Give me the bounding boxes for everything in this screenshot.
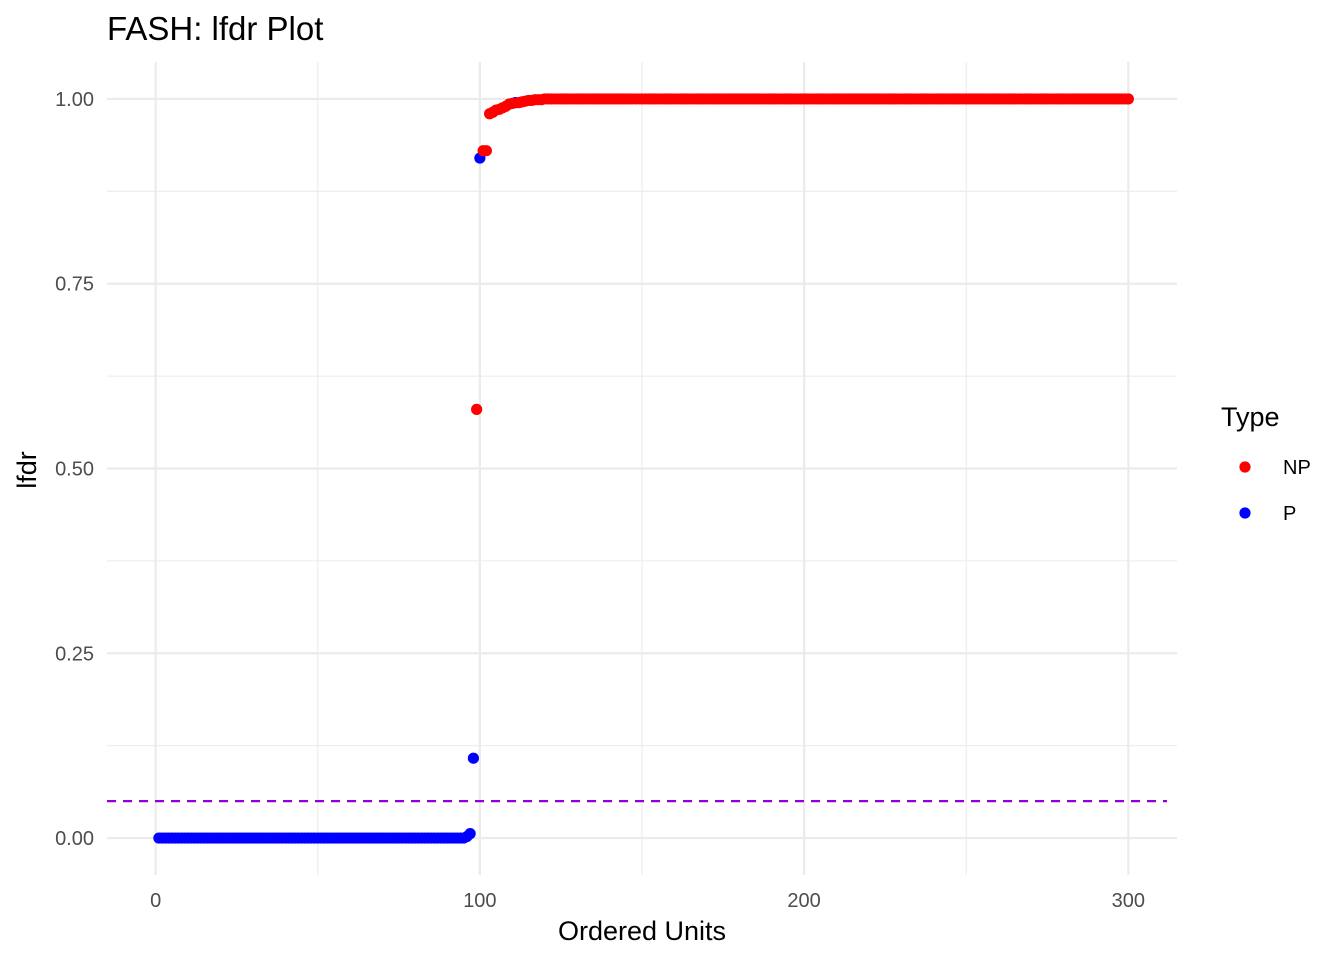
y-axis-ticks: 0.00 0.25 0.50 0.75 1.00 [55,89,94,850]
chart-title: FASH: lfdr Plot [107,10,323,47]
x-axis-title: Ordered Units [558,916,726,946]
y-tick-label: 0.50 [55,459,94,481]
x-tick-label: 200 [787,890,820,912]
data-point [471,403,483,415]
data-point [467,752,479,764]
legend: Type NP P [1221,402,1311,525]
x-tick-label: 100 [463,890,496,912]
legend-title: Type [1221,402,1280,432]
y-tick-label: 1.00 [55,89,94,111]
points-layer [153,93,1134,844]
x-tick-label: 300 [1112,890,1145,912]
x-tick-label: 0 [150,890,161,912]
legend-key-p [1239,507,1251,519]
grid [107,62,1177,875]
y-tick-label: 0.25 [55,643,94,665]
series-p [153,97,522,844]
series-np [471,93,1134,415]
x-axis-ticks: 0 100 200 300 [150,890,1145,912]
y-axis-title: lfdr [12,451,42,489]
legend-key-np [1239,461,1251,473]
legend-label-p: P [1283,503,1296,525]
y-tick-label: 0.00 [55,828,94,850]
data-point [1122,93,1134,105]
y-tick-label: 0.75 [55,274,94,296]
legend-label-np: NP [1283,457,1311,479]
data-point [480,145,492,157]
data-point [464,828,476,840]
